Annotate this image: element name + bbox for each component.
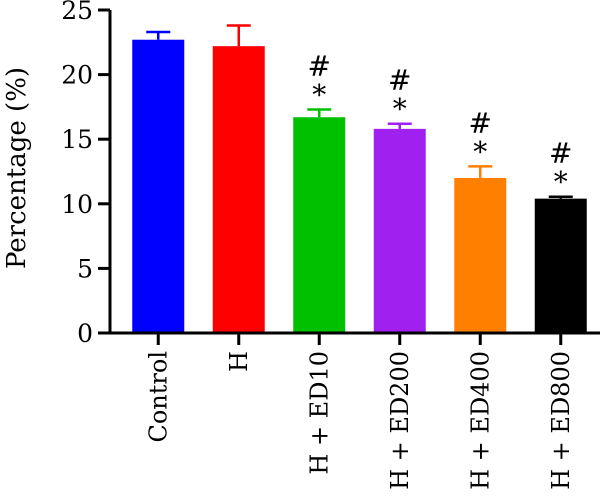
significance-hash: # [549,137,572,170]
y-tick-label: 20 [61,61,93,90]
y-tick-label: 25 [61,0,93,25]
bar-2 [293,117,346,334]
y-tick-label: 15 [61,125,93,154]
x-category-label: H + ED400 [466,351,494,490]
x-category-label: H + ED800 [547,351,575,490]
x-category-label: H [225,351,253,372]
x-category-label: H + ED200 [386,351,414,490]
bars: *#*#*#*# [132,24,587,334]
significance-star: * [554,166,568,199]
x-category-label: H + ED10 [305,351,333,475]
significance-hash: # [388,64,411,97]
x-axis: Control H H + ED10 H + ED200 H + ED400 H + ED… [108,331,600,490]
y-tick-label: 5 [77,254,93,283]
bar-0 [132,39,185,333]
bar-1 [212,46,265,334]
significance-star: * [312,78,326,111]
bar-5 [534,198,587,333]
significance-star: * [473,135,487,168]
y-tick-label: 0 [77,319,93,348]
significance-hash: # [308,49,331,82]
bar-3 [373,128,426,333]
significance-star: * [393,93,407,126]
y-axis: 0 5 10 15 20 25 [61,0,112,348]
y-axis-title: Percentage (%) [2,67,32,269]
y-tick-label: 10 [61,190,93,219]
x-category-label: Control [144,351,172,443]
bar-4 [454,177,507,333]
significance-hash: # [469,106,492,139]
